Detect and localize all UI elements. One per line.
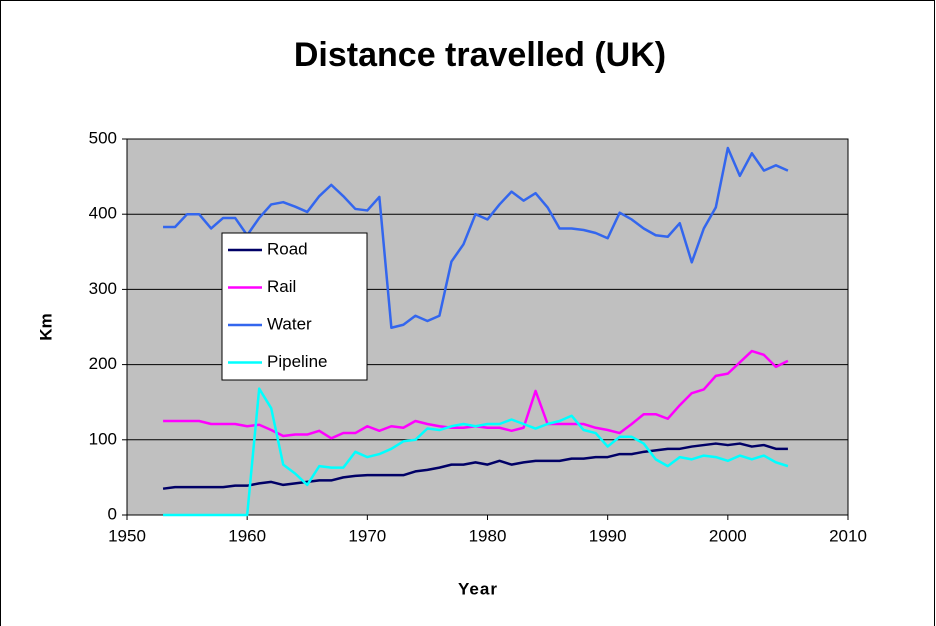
y-tick-label: 200 [89, 354, 117, 373]
x-tick-label: 1990 [589, 526, 627, 545]
y-tick-label: 400 [89, 204, 117, 223]
y-tick-label: 100 [89, 429, 117, 448]
x-tick-label: 1950 [108, 526, 146, 545]
x-tick-label: 2000 [709, 526, 747, 545]
legend-label: Rail [267, 277, 296, 296]
legend [221, 232, 368, 381]
legend-label: Pipeline [267, 352, 328, 371]
y-axis-title: Km [36, 313, 55, 340]
legend-label: Road [267, 239, 308, 258]
y-tick-label: 300 [89, 279, 117, 298]
series-line [162, 442, 788, 490]
legend-label: Water [267, 314, 312, 333]
x-axis-title: Year [458, 579, 498, 598]
y-tick-label: 0 [108, 504, 117, 523]
chart-title: Distance travelled (UK) [294, 36, 666, 74]
series-line [163, 387, 789, 517]
x-tick-label: 1980 [469, 526, 507, 545]
series-line [163, 146, 789, 330]
x-tick-label: 2010 [829, 526, 867, 545]
y-tick-label: 500 [89, 128, 117, 147]
x-tick-label: 1960 [228, 526, 266, 545]
x-tick-label: 1970 [348, 526, 386, 545]
